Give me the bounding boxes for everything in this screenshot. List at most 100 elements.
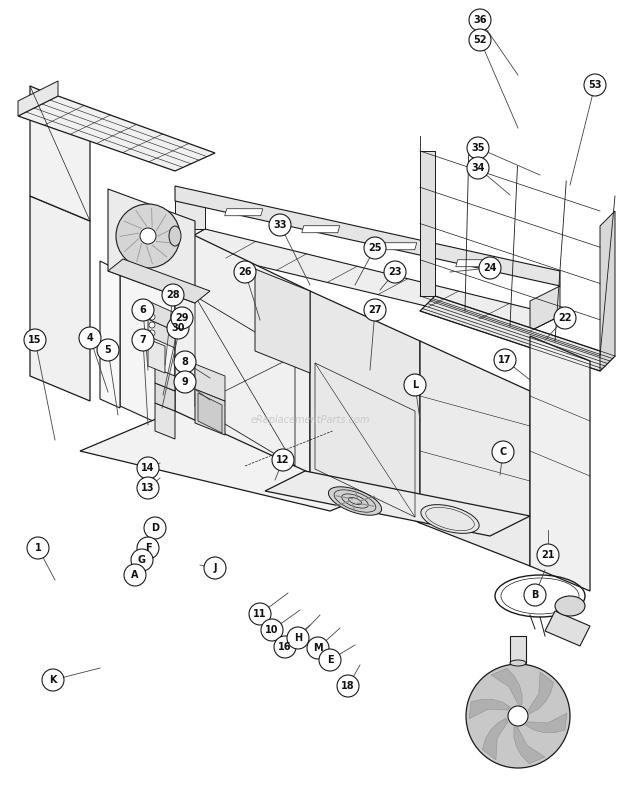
Text: 28: 28	[166, 290, 180, 300]
Circle shape	[467, 157, 489, 179]
Circle shape	[492, 441, 514, 463]
Ellipse shape	[421, 505, 479, 533]
Text: 10: 10	[265, 625, 279, 635]
Circle shape	[97, 339, 119, 361]
Text: 6: 6	[140, 305, 146, 315]
Text: 24: 24	[483, 263, 497, 273]
Polygon shape	[30, 86, 90, 221]
Circle shape	[524, 584, 546, 606]
Polygon shape	[545, 611, 590, 646]
Polygon shape	[195, 389, 225, 435]
Circle shape	[137, 537, 159, 559]
Polygon shape	[265, 471, 530, 536]
Circle shape	[234, 261, 256, 283]
Text: 13: 13	[141, 483, 155, 493]
Polygon shape	[195, 364, 225, 401]
Polygon shape	[108, 189, 195, 303]
Circle shape	[174, 371, 196, 393]
Polygon shape	[491, 668, 522, 705]
Text: 22: 22	[558, 313, 572, 323]
Polygon shape	[175, 226, 310, 473]
Circle shape	[469, 9, 491, 31]
Text: 7: 7	[140, 335, 146, 345]
Text: 25: 25	[368, 243, 382, 253]
Circle shape	[24, 329, 46, 351]
Polygon shape	[175, 229, 560, 331]
Polygon shape	[255, 269, 310, 373]
Ellipse shape	[329, 486, 381, 515]
Text: C: C	[499, 447, 507, 457]
Circle shape	[274, 636, 296, 658]
Text: 14: 14	[141, 463, 155, 473]
Circle shape	[132, 299, 154, 321]
Circle shape	[384, 261, 406, 283]
Polygon shape	[148, 301, 175, 331]
Circle shape	[204, 557, 226, 579]
Circle shape	[79, 327, 101, 349]
Polygon shape	[30, 196, 90, 401]
Circle shape	[42, 669, 64, 691]
Polygon shape	[155, 403, 175, 439]
Circle shape	[466, 664, 570, 768]
Ellipse shape	[510, 660, 526, 666]
Text: M: M	[313, 643, 323, 653]
Circle shape	[469, 29, 491, 51]
Text: 33: 33	[273, 220, 286, 230]
Text: 16: 16	[278, 642, 292, 652]
Circle shape	[479, 257, 501, 279]
Ellipse shape	[169, 226, 181, 246]
Circle shape	[149, 330, 155, 336]
Circle shape	[364, 237, 386, 259]
Polygon shape	[80, 411, 430, 511]
Text: 35: 35	[471, 143, 485, 153]
Circle shape	[508, 706, 528, 726]
Text: 18: 18	[341, 681, 355, 691]
Text: 11: 11	[253, 609, 267, 619]
Text: 15: 15	[29, 335, 42, 345]
Circle shape	[554, 307, 576, 329]
Circle shape	[27, 537, 49, 559]
Text: 1: 1	[35, 543, 42, 553]
Text: L: L	[412, 380, 418, 390]
Polygon shape	[379, 243, 417, 250]
Polygon shape	[224, 209, 263, 216]
Circle shape	[149, 314, 155, 320]
Text: K: K	[49, 675, 57, 685]
Polygon shape	[175, 186, 560, 286]
Circle shape	[137, 457, 159, 479]
Text: B: B	[531, 590, 539, 600]
Text: 5: 5	[105, 345, 112, 355]
Text: 36: 36	[473, 15, 487, 25]
Text: J: J	[213, 563, 217, 573]
Circle shape	[162, 284, 184, 306]
Polygon shape	[530, 336, 590, 591]
Circle shape	[137, 477, 159, 499]
Text: 52: 52	[473, 35, 487, 45]
Circle shape	[467, 137, 489, 159]
Polygon shape	[510, 636, 526, 663]
Text: 8: 8	[182, 357, 188, 367]
Circle shape	[144, 517, 166, 539]
Polygon shape	[420, 296, 615, 371]
Circle shape	[140, 228, 156, 244]
Text: 17: 17	[498, 355, 511, 365]
Polygon shape	[155, 368, 175, 391]
Circle shape	[131, 549, 153, 571]
Circle shape	[171, 307, 193, 329]
Polygon shape	[155, 383, 175, 411]
Polygon shape	[514, 727, 545, 763]
Circle shape	[261, 619, 283, 641]
Circle shape	[364, 299, 386, 321]
Text: 23: 23	[388, 267, 402, 277]
Polygon shape	[600, 211, 615, 371]
Circle shape	[337, 675, 359, 697]
Circle shape	[132, 329, 154, 351]
Polygon shape	[420, 151, 435, 296]
Circle shape	[124, 564, 146, 586]
Text: 26: 26	[238, 267, 252, 277]
Text: G: G	[138, 555, 146, 565]
Text: 12: 12	[277, 455, 290, 465]
Polygon shape	[420, 341, 530, 566]
Circle shape	[307, 637, 329, 659]
Polygon shape	[302, 225, 340, 233]
